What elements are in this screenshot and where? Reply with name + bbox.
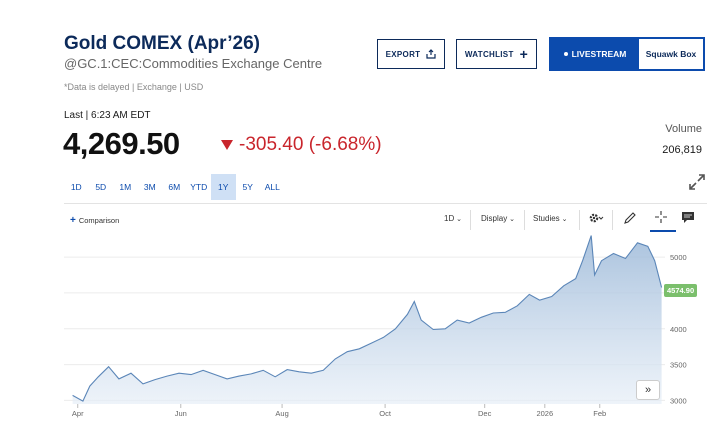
range-5y[interactable]: 5Y <box>242 182 253 192</box>
x-tick-label: Aug <box>275 409 288 418</box>
volume-label: Volume <box>665 123 702 135</box>
range-3m[interactable]: 3M <box>143 182 156 192</box>
squawk-box-button[interactable]: Squawk Box <box>645 49 697 59</box>
price-area <box>72 235 662 404</box>
plus-icon: + <box>519 46 529 62</box>
range-1d[interactable]: 1D <box>70 182 82 192</box>
volume-value: 206,819 <box>662 144 702 156</box>
x-tick-label: Feb <box>593 409 606 418</box>
page-title: Gold COMEX (Apr’26) <box>64 33 260 54</box>
x-tick-label: 2026 <box>536 409 553 418</box>
export-button[interactable]: EXPORT <box>377 39 445 69</box>
pencil-icon[interactable] <box>623 211 637 225</box>
range-6m[interactable]: 6M <box>168 182 181 192</box>
studies-dropdown[interactable]: Studies ⌄ <box>533 214 568 223</box>
chevron-down-icon: ⌄ <box>454 216 463 223</box>
expand-icon[interactable] <box>688 173 706 191</box>
watchlist-button[interactable]: WATCHLIST + <box>456 39 537 69</box>
range-selector: 1D 5D 1M 3M 6M YTD 1Y 5Y ALL <box>64 174 285 200</box>
livestream-button[interactable]: LIVESTREAM <box>551 39 639 69</box>
symbol-subtitle: @GC.1:CEC:Commodities Exchange Centre <box>64 56 323 71</box>
y-tick-label: 3500 <box>670 361 687 370</box>
livestream-label: LIVESTREAM <box>571 49 627 59</box>
toolbar-divider <box>579 210 580 230</box>
y-tick-label: 4000 <box>670 325 687 334</box>
share-icon <box>426 49 436 59</box>
toolbar-divider <box>524 210 525 230</box>
chart-divider <box>64 203 707 204</box>
comment-icon[interactable] <box>681 211 695 223</box>
chevron-double-right-icon[interactable]: » <box>636 380 660 400</box>
interval-dropdown[interactable]: 1D ⌄ <box>444 214 462 223</box>
x-tick-label: Apr <box>72 409 84 418</box>
x-tick-label: Jun <box>175 409 187 418</box>
studies-label: Studies <box>533 214 560 223</box>
x-tick-label: Dec <box>478 409 492 418</box>
range-1y[interactable]: 1Y <box>211 174 236 200</box>
delayed-note: *Data is delayed | Exchange | USD <box>64 82 204 92</box>
crosshair-icon[interactable] <box>654 210 668 224</box>
current-price-tag: 4574.90 <box>664 284 698 297</box>
y-tick-label: 5000 <box>670 253 687 262</box>
chevron-down-icon: ⌄ <box>559 216 568 223</box>
interval-label: 1D <box>444 214 455 223</box>
y-tick-label: 3000 <box>670 396 687 405</box>
comparison-button[interactable]: + Comparison <box>70 215 119 226</box>
display-label: Display <box>481 214 508 223</box>
price-line <box>72 235 663 402</box>
last-update-time: Last | 6:23 AM EDT <box>64 110 151 121</box>
x-tick-label: Oct <box>379 409 392 418</box>
live-dot-icon <box>563 52 568 56</box>
last-price: 4,269.50 <box>63 126 180 161</box>
toolbar-divider <box>470 210 471 230</box>
range-1m[interactable]: 1M <box>119 182 132 192</box>
livestream-widget[interactable]: LIVESTREAM Squawk Box <box>549 37 705 71</box>
export-label: EXPORT <box>385 49 421 59</box>
gear-icon[interactable] <box>588 212 604 224</box>
price-change-value: -305.40 (-6.68%) <box>239 134 382 155</box>
price-change: -305.40 (-6.68%) <box>221 134 382 156</box>
down-arrow-icon <box>221 140 233 150</box>
chevron-down-icon: ⌄ <box>507 216 516 223</box>
watchlist-label: WATCHLIST <box>464 49 514 59</box>
plus-icon: + <box>70 215 76 226</box>
comparison-label: Comparison <box>78 216 120 225</box>
range-all[interactable]: ALL <box>264 182 280 192</box>
range-ytd[interactable]: YTD <box>190 182 208 192</box>
range-5d[interactable]: 5D <box>95 182 107 192</box>
display-dropdown[interactable]: Display ⌄ <box>481 214 515 223</box>
toolbar-divider <box>612 210 613 230</box>
active-tool-indicator <box>650 230 676 232</box>
